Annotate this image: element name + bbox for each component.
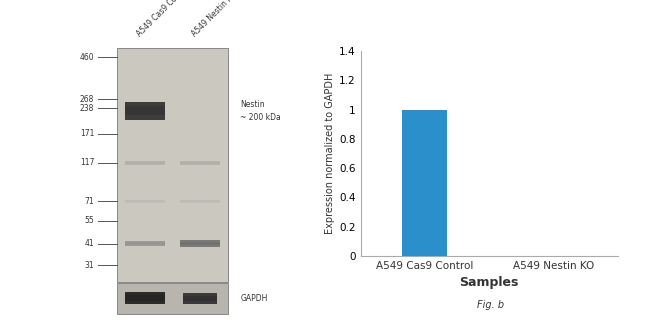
Text: Nestin
~ 200 kDa: Nestin ~ 200 kDa bbox=[240, 100, 281, 122]
Bar bbox=[125, 161, 164, 165]
Bar bbox=[117, 283, 228, 314]
Bar bbox=[125, 200, 164, 203]
Bar bbox=[180, 200, 220, 203]
Y-axis label: Expression normalized to GAPDH: Expression normalized to GAPDH bbox=[325, 73, 335, 234]
Text: Fig. b: Fig. b bbox=[477, 300, 504, 310]
Text: 171: 171 bbox=[80, 129, 94, 138]
Bar bbox=[117, 48, 228, 282]
Text: 268: 268 bbox=[80, 94, 94, 103]
Text: A549 Cas9 Control: A549 Cas9 Control bbox=[135, 0, 192, 38]
Text: 71: 71 bbox=[84, 197, 94, 206]
Bar bbox=[180, 242, 220, 245]
Bar bbox=[180, 162, 220, 164]
Bar bbox=[180, 200, 220, 202]
Text: 238: 238 bbox=[80, 104, 94, 113]
Text: GAPDH: GAPDH bbox=[240, 294, 268, 303]
Bar bbox=[125, 241, 164, 246]
Text: 55: 55 bbox=[84, 216, 94, 225]
Text: 117: 117 bbox=[80, 158, 94, 167]
Text: 41: 41 bbox=[84, 239, 94, 248]
Bar bbox=[125, 292, 164, 305]
Bar bbox=[180, 161, 220, 165]
Text: A549 Nestin KO: A549 Nestin KO bbox=[190, 0, 239, 38]
Bar bbox=[125, 102, 164, 120]
Bar bbox=[183, 296, 217, 301]
Bar bbox=[180, 240, 220, 247]
Bar bbox=[402, 110, 447, 256]
Bar bbox=[125, 200, 164, 202]
Bar bbox=[183, 293, 217, 303]
Bar bbox=[125, 162, 164, 164]
Bar bbox=[125, 295, 164, 301]
X-axis label: Samples: Samples bbox=[460, 276, 519, 289]
Bar bbox=[125, 242, 164, 245]
Text: 460: 460 bbox=[79, 53, 94, 62]
Text: 31: 31 bbox=[84, 260, 94, 269]
Bar bbox=[125, 106, 164, 115]
